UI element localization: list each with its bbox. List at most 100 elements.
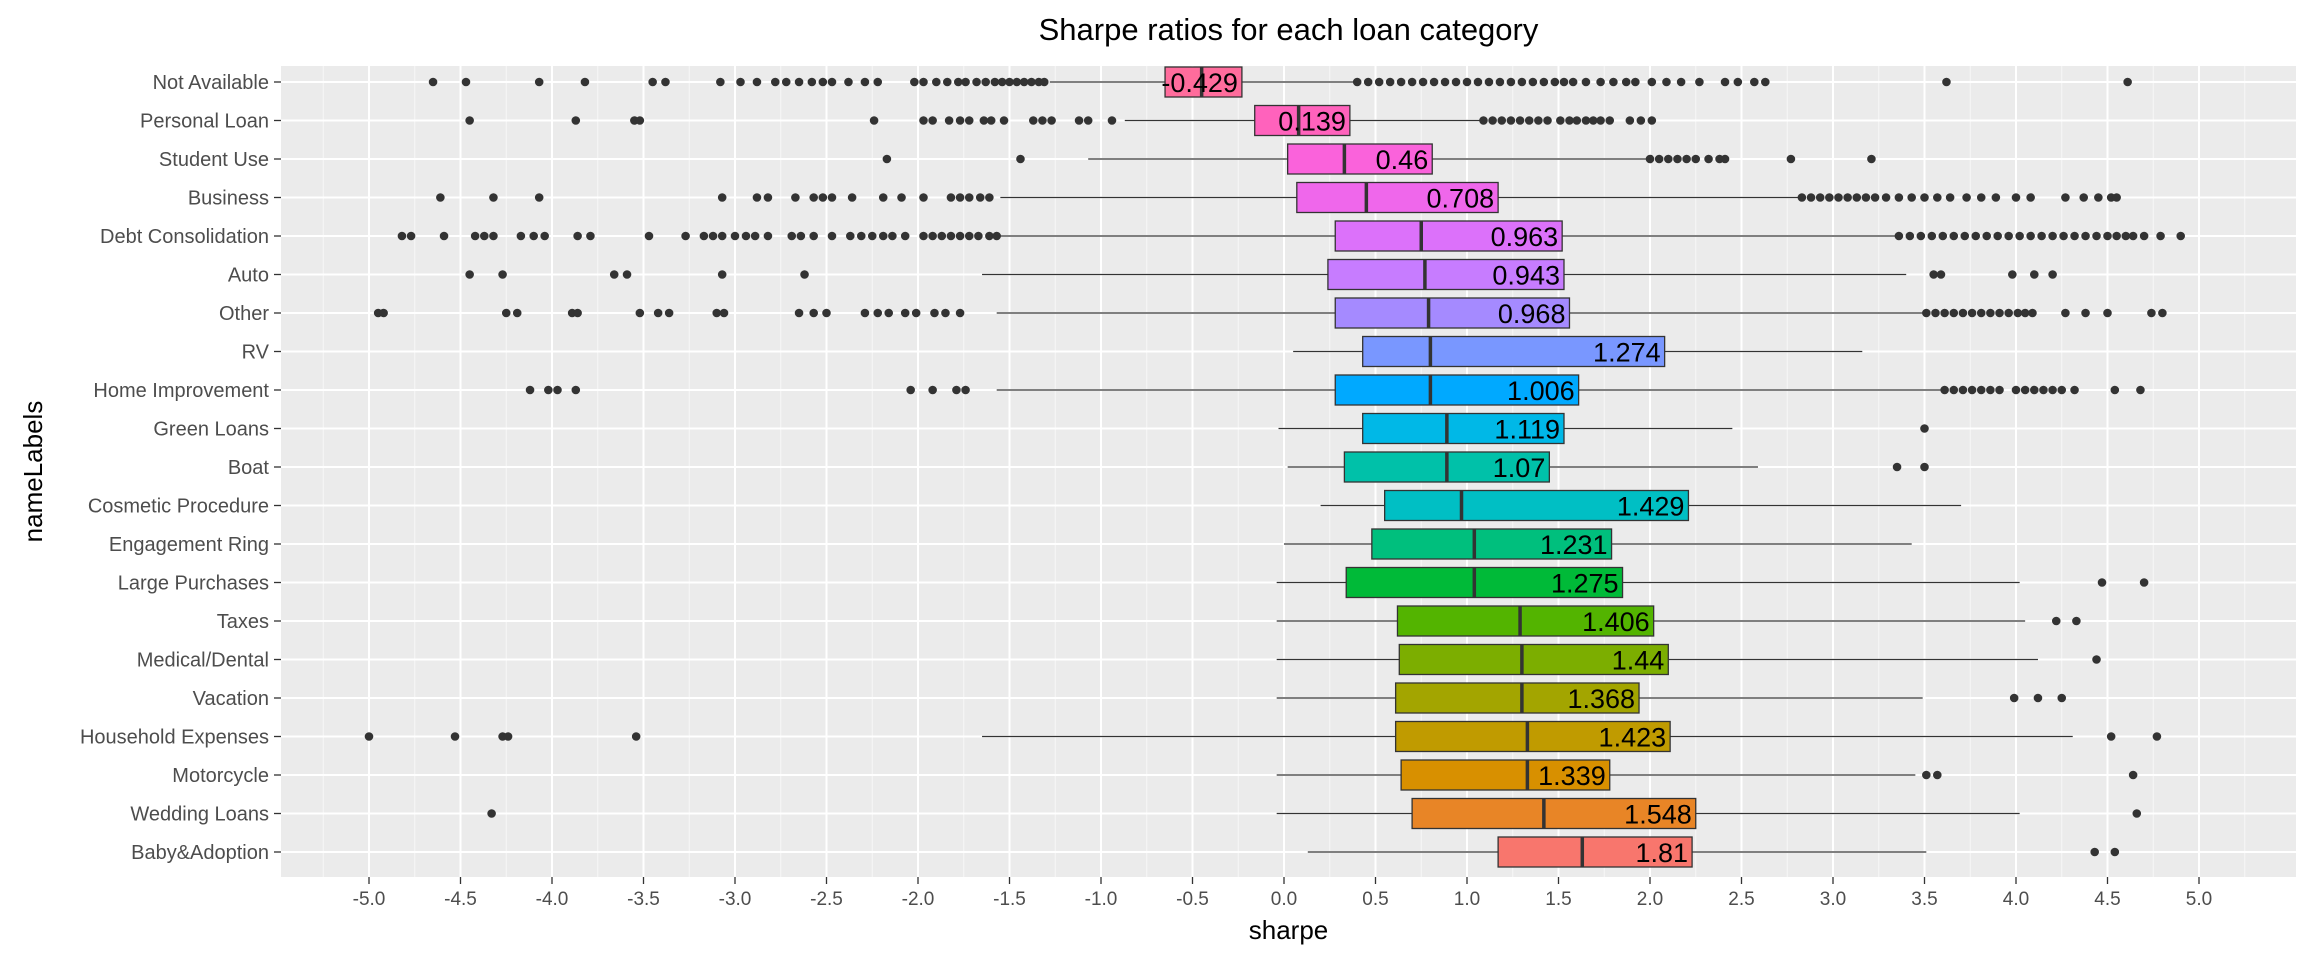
outlier-point [534,193,544,202]
y-tick-label: Boat [228,457,270,479]
outlier-point [979,116,989,125]
outlier-point [964,231,974,241]
outlier-point [2020,308,2030,318]
outlier-point [1515,116,1525,125]
box [1334,220,1563,252]
mean-label: 1.119 [1494,415,1560,445]
outlier-point [1986,308,1995,318]
outlier-point [2059,231,2068,241]
outlier-point [2061,193,2070,202]
outlier-point [1995,308,2004,318]
outlier-point [827,193,837,202]
outlier-point [2057,385,2067,395]
boxplot-large-purchases [1276,566,2149,599]
outlier-point [856,231,866,241]
outlier-point [487,809,496,818]
outlier-point [661,77,670,87]
outlier-point [964,193,974,202]
outlier-point [1543,116,1552,125]
mean-label: 1.231 [1540,530,1608,560]
outlier-point [1568,77,1578,87]
outlier-point [1931,308,1940,318]
mean-label: 1.406 [1582,607,1650,637]
y-tick-label: Home Improvement [93,380,269,402]
outlier-point [809,308,818,318]
outlier-point [2121,231,2131,241]
outlier-point [752,193,762,202]
mean-label: 1.275 [1551,569,1619,599]
outlier-point [844,77,853,87]
y-tick-label: Vacation [193,688,269,710]
box [1362,412,1565,445]
x-axis-title: sharpe [1249,915,1329,945]
outlier-point [1894,193,1904,202]
outlier-point [946,193,956,202]
outlier-point [2176,231,2185,241]
outlier-point [2048,385,2057,395]
boxplot-other [373,297,2167,329]
outlier-point [465,116,474,125]
outlier-point [1929,270,1938,279]
outlier-point [2090,847,2099,857]
outlier-point [2158,308,2167,318]
outlier-point [974,231,983,241]
outlier-point [878,193,888,202]
outlier-point [1958,385,1968,395]
boxplot-taxes [1276,605,2081,637]
outlier-point [946,231,956,241]
y-tick-label: Not Available [153,72,269,94]
outlier-point [2070,385,2079,395]
outlier-point [985,193,994,202]
outlier-point [888,231,897,241]
outlier-point [981,77,991,87]
outlier-point [827,231,837,241]
outlier-point [2110,385,2120,395]
outlier-point [794,308,804,318]
x-tick-label: -2.5 [810,889,843,910]
outlier-point [822,308,831,318]
x-tick-label: 0.0 [1271,889,1297,910]
outlier-point [1976,308,1986,318]
outlier-point [2106,732,2116,741]
outlier-point [847,193,857,202]
outlier-point [1881,193,1891,202]
outlier-point [2015,231,2024,241]
outlier-point [1825,193,1834,202]
outlier-point [489,231,498,241]
outlier-point [1517,77,1527,87]
outlier-point [1933,770,1942,780]
boxplot-personal-loan [465,104,1657,137]
y-tick-label: Personal Loan [140,111,269,133]
outlier-point [1596,116,1605,125]
y-tick-label: Wedding Loans [130,804,269,826]
outlier-point [2013,308,2023,318]
outlier-point [900,308,910,318]
box [1400,759,1611,791]
outlier-point [941,308,950,318]
outlier-point [609,270,619,279]
outlier-point [900,231,910,241]
outlier-point [553,385,562,395]
y-axis-title: nameLabels [18,401,48,543]
outlier-point [1676,77,1686,87]
outlier-point [2136,385,2145,395]
outlier-point [1016,154,1025,164]
outlier-point [1797,193,1807,202]
outlier-point [1927,231,1937,241]
outlier-point [975,193,985,202]
outlier-point [571,116,581,125]
outlier-point [1556,116,1565,125]
x-tick-label: -4.0 [536,889,569,910]
outlier-point [1834,193,1843,202]
outlier-point [406,231,416,241]
x-tick-label: 0.5 [1362,889,1388,910]
outlier-point [571,385,581,395]
y-tick-label: Engagement Ring [109,534,269,556]
outlier-point [763,231,773,241]
outlier-point [1938,231,1948,241]
outlier-point [952,385,961,395]
outlier-point [2026,231,2035,241]
mean-label: 0.708 [1427,184,1495,214]
outlier-point [1695,77,1704,87]
outlier-point [1691,154,1701,164]
